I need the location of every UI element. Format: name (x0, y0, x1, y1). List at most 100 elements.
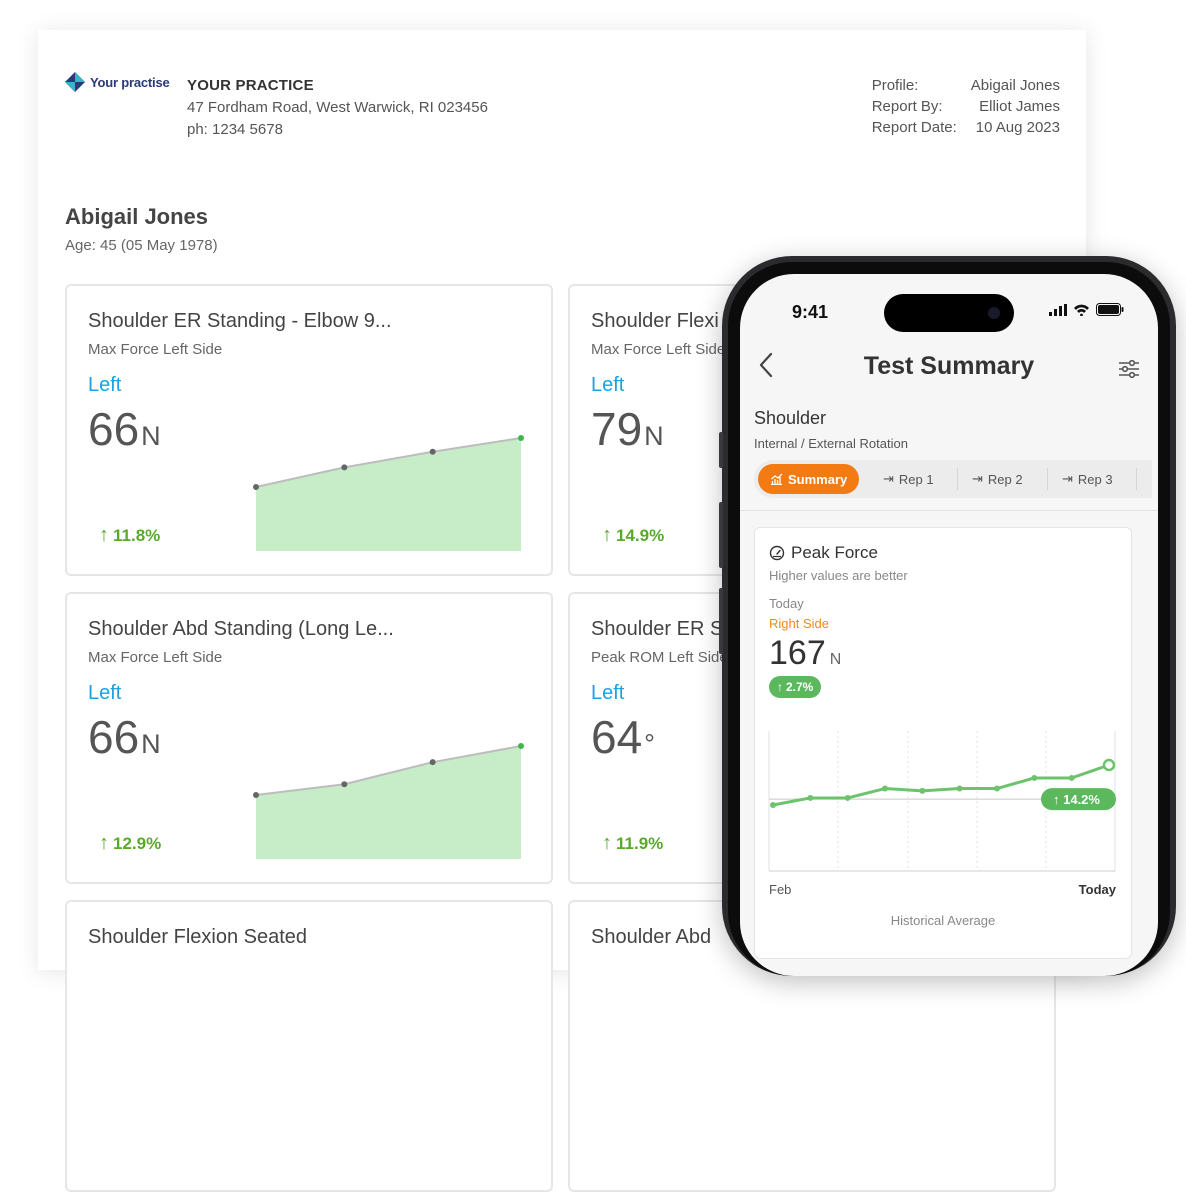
battery-icon (1096, 303, 1124, 316)
sparkline-point (518, 435, 524, 441)
filter-icon[interactable] (1118, 359, 1140, 384)
arrow-up-icon: ↑ (99, 524, 109, 546)
tab-summary-label: Summary (788, 471, 848, 487)
practice-phone: ph: 1234 5678 (187, 121, 283, 138)
back-icon[interactable] (758, 352, 774, 385)
card-title: Shoulder ER S (591, 618, 724, 640)
metric-card[interactable]: Shoulder Flexion Seated (65, 900, 553, 1192)
card-change-value: 14.9% (616, 526, 665, 545)
patient-age: Age: 45 (05 May 1978) (65, 237, 218, 254)
rep-tabs: Summary ⇥ Rep 1 ⇥ Rep 2 ⇥ Rep 3 (754, 460, 1152, 498)
camera-icon (988, 307, 1000, 319)
card-title: Shoulder ER Standing - Elbow 9... (88, 310, 392, 332)
dynamic-island (884, 294, 1014, 332)
series-point (844, 794, 851, 801)
phone-side-button (719, 502, 723, 568)
peak-force-side: Right Side (769, 616, 829, 631)
tab-rep-1[interactable]: ⇥ Rep 1 (883, 464, 934, 494)
sparkline-point (518, 743, 524, 749)
peak-force-chart: ↑ 14.2% (768, 731, 1116, 872)
card-value-number: 66 (88, 711, 140, 763)
metric-card[interactable]: Shoulder ER Standing - Elbow 9... Max Fo… (65, 284, 553, 576)
series-point (1068, 774, 1075, 781)
change-badge: ↑ 2.7% (769, 676, 822, 698)
tab-divider (957, 468, 958, 490)
series-point (807, 794, 814, 801)
peak-force-value: 167 N (769, 634, 841, 679)
peak-force-card[interactable]: ↑ 14.2% Peak Force Higher values are bet… (754, 527, 1132, 959)
series-point (1031, 774, 1038, 781)
report-by-label: Report By: (871, 98, 943, 115)
sparkline (253, 743, 524, 859)
card-value: 79N (591, 404, 664, 461)
logo-icon (65, 72, 85, 92)
sparkline-line (255, 437, 522, 488)
sparkline (253, 435, 524, 551)
series-point (1102, 758, 1116, 772)
section-subtitle: Internal / External Rotation (754, 436, 908, 451)
phone-screen: 9:41 Test Summary Shoulder Internal / Ex… (740, 274, 1158, 976)
card-value-unit: ° (644, 729, 655, 759)
average-badge-text: ↑ 14.2% (1053, 792, 1100, 807)
average-badge-bg (1041, 788, 1116, 811)
sparkline-point (253, 792, 259, 798)
report-date-value: 10 Aug 2023 (975, 119, 1060, 136)
peak-force-date: Today (769, 596, 804, 611)
tab-rep-2[interactable]: ⇥ Rep 2 (972, 464, 1023, 494)
card-change-value: 11.8% (113, 526, 161, 545)
phone-mockup: 9:41 Test Summary Shoulder Internal / Ex… (719, 256, 1176, 976)
card-value: 64° (591, 712, 655, 769)
arrow-to-bar-icon: ⇥ (883, 471, 894, 486)
section-title: Shoulder (754, 408, 827, 428)
screen-title: Test Summary (863, 352, 1035, 380)
practice-info: YOUR PRACTICE 47 Fordham Road, West Warw… (187, 75, 488, 141)
card-change: ↑ 12.9% (99, 832, 161, 855)
tab-divider (1136, 468, 1137, 490)
chart-icon (771, 473, 783, 485)
practice-logo: Your practise (65, 72, 170, 92)
tab-summary[interactable]: Summary (758, 464, 860, 494)
card-subtitle: Max Force Left Side (591, 341, 726, 358)
card-value: 66N (88, 712, 161, 769)
metric-card[interactable]: Shoulder Abd Standing (Long Le... Max Fo… (65, 592, 553, 884)
tab-rep-label: Rep 2 (987, 471, 1023, 487)
status-icons (1049, 303, 1124, 316)
average-badge: ↑ 14.2% (1041, 788, 1116, 811)
tab-rep-label: Rep 1 (898, 471, 934, 487)
x-axis-start: Feb (769, 882, 792, 897)
practice-name: YOUR PRACTICE (187, 77, 314, 94)
tab-divider (1047, 468, 1048, 490)
historical-average-label: Historical Average (890, 913, 996, 928)
phone-side-button (719, 588, 723, 654)
arrow-up-icon: ↑ (602, 832, 612, 854)
signal-icon (1049, 303, 1067, 316)
logo-text: Your practise (90, 74, 170, 90)
card-change: ↑ 11.9% (602, 832, 663, 855)
x-axis-end: Today (1078, 882, 1116, 897)
card-title: Shoulder Flexion Seated (88, 926, 308, 948)
card-side: Left (88, 682, 122, 704)
card-side: Left (591, 374, 625, 396)
card-value: 66N (88, 404, 161, 461)
peak-force-title: Peak Force (769, 543, 878, 563)
card-subtitle: Max Force Left Side (88, 341, 223, 358)
phone-side-button (719, 432, 723, 468)
card-value-unit: N (644, 421, 664, 451)
sparkline-area (256, 438, 521, 551)
card-change: ↑ 14.9% (602, 524, 664, 547)
card-change: ↑ 11.8% (99, 524, 160, 547)
tab-rep-3[interactable]: ⇥ Rep 3 (1062, 464, 1113, 494)
sparkline-area (256, 746, 521, 859)
peak-force-title-text: Peak Force (791, 543, 878, 562)
wifi-icon (1074, 304, 1089, 316)
patient-name: Abigail Jones (65, 204, 209, 229)
series-point (882, 785, 888, 792)
arrow-to-bar-icon: ⇥ (972, 471, 983, 486)
card-side: Left (88, 374, 122, 396)
card-value-number: 64 (591, 711, 643, 763)
peak-force-number: 167 (769, 634, 826, 672)
series-line (772, 763, 1110, 807)
card-subtitle: Max Force Left Side (88, 649, 223, 666)
sparkline-point (253, 484, 259, 490)
card-side: Left (591, 682, 625, 704)
